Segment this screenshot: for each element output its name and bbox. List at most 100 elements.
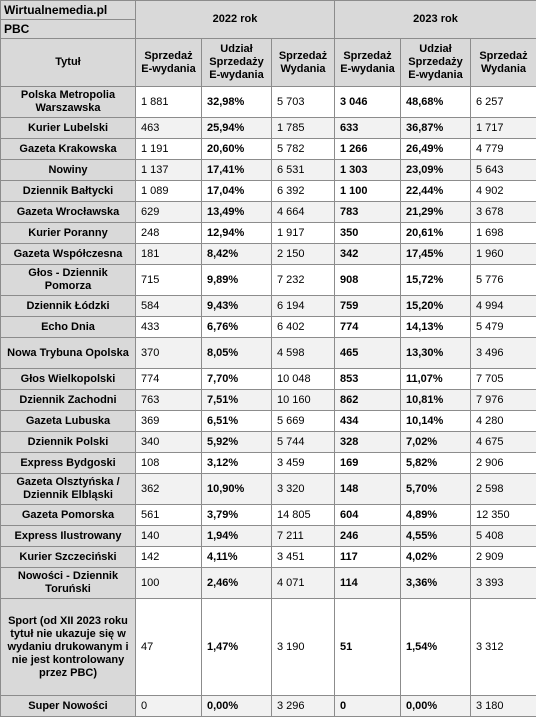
cell-e-sales-2022: 1 137: [136, 160, 202, 181]
cell-e-sales-2022: 340: [136, 432, 202, 453]
cell-e-sales-2023: 862: [335, 390, 401, 411]
cell-e-sales-2023: 0: [335, 696, 401, 717]
cell-e-sales-2023: 114: [335, 568, 401, 599]
cell-e-sales-2022: 561: [136, 505, 202, 526]
cell-e-sales-2023: 169: [335, 453, 401, 474]
cell-e-sales-2023: 633: [335, 118, 401, 139]
cell-print-sales-2023: 4 994: [471, 296, 536, 317]
cell-e-share-2023: 36,87%: [401, 118, 471, 139]
cell-e-sales-2022: 463: [136, 118, 202, 139]
brand-label: Wirtualnemedia.pl: [1, 1, 136, 20]
cell-e-sales-2023: 604: [335, 505, 401, 526]
cell-e-sales-2023: 3 046: [335, 87, 401, 118]
cell-e-share-2022: 4,11%: [202, 547, 272, 568]
cell-print-sales-2023: 4 675: [471, 432, 536, 453]
cell-e-share-2022: 1,94%: [202, 526, 272, 547]
row-title: Echo Dnia: [1, 317, 136, 338]
cell-e-share-2023: 26,49%: [401, 139, 471, 160]
cell-e-share-2022: 7,51%: [202, 390, 272, 411]
cell-e-share-2023: 7,02%: [401, 432, 471, 453]
column-header-print-sales-2023: Sprzedaż Wydania: [471, 39, 536, 87]
cell-print-sales-2022: 1 785: [272, 118, 335, 139]
cell-e-share-2023: 5,70%: [401, 474, 471, 505]
cell-e-share-2023: 22,44%: [401, 181, 471, 202]
cell-print-sales-2022: 6 402: [272, 317, 335, 338]
cell-print-sales-2023: 5 408: [471, 526, 536, 547]
cell-e-share-2022: 9,89%: [202, 265, 272, 296]
cell-print-sales-2023: 1 960: [471, 244, 536, 265]
cell-e-share-2022: 20,60%: [202, 139, 272, 160]
cell-print-sales-2023: 5 643: [471, 160, 536, 181]
cell-e-sales-2023: 342: [335, 244, 401, 265]
cell-e-sales-2022: 108: [136, 453, 202, 474]
cell-e-share-2022: 32,98%: [202, 87, 272, 118]
cell-e-share-2022: 6,76%: [202, 317, 272, 338]
row-title: Dziennik Zachodni: [1, 390, 136, 411]
cell-e-sales-2022: 629: [136, 202, 202, 223]
column-header-e-share-2022: Udział Sprzedaży E-wydania: [202, 39, 272, 87]
row-title: Kurier Szczeciński: [1, 547, 136, 568]
cell-e-share-2023: 14,13%: [401, 317, 471, 338]
cell-e-share-2023: 4,02%: [401, 547, 471, 568]
cell-e-sales-2022: 584: [136, 296, 202, 317]
cell-print-sales-2023: 1 698: [471, 223, 536, 244]
cell-e-sales-2022: 100: [136, 568, 202, 599]
cell-e-sales-2023: 434: [335, 411, 401, 432]
cell-e-share-2023: 4,89%: [401, 505, 471, 526]
cell-print-sales-2022: 3 459: [272, 453, 335, 474]
cell-e-sales-2022: 774: [136, 369, 202, 390]
cell-e-sales-2023: 51: [335, 599, 401, 696]
row-title: Gazeta Pomorska: [1, 505, 136, 526]
cell-print-sales-2023: 6 257: [471, 87, 536, 118]
cell-e-sales-2023: 1 100: [335, 181, 401, 202]
cell-e-share-2023: 10,14%: [401, 411, 471, 432]
cell-e-share-2022: 0,00%: [202, 696, 272, 717]
cell-e-share-2023: 1,54%: [401, 599, 471, 696]
cell-e-sales-2023: 328: [335, 432, 401, 453]
row-title: Kurier Poranny: [1, 223, 136, 244]
cell-e-share-2023: 10,81%: [401, 390, 471, 411]
cell-e-sales-2022: 369: [136, 411, 202, 432]
cell-e-sales-2023: 117: [335, 547, 401, 568]
cell-print-sales-2022: 3 190: [272, 599, 335, 696]
cell-e-share-2022: 13,49%: [202, 202, 272, 223]
cell-e-sales-2023: 1 266: [335, 139, 401, 160]
cell-e-sales-2022: 142: [136, 547, 202, 568]
cell-print-sales-2022: 4 071: [272, 568, 335, 599]
cell-e-share-2022: 17,41%: [202, 160, 272, 181]
year-2023-header: 2023 rok: [335, 1, 536, 39]
cell-e-share-2022: 9,43%: [202, 296, 272, 317]
row-title: Express Bydgoski: [1, 453, 136, 474]
row-title: Gazeta Lubuska: [1, 411, 136, 432]
cell-e-share-2023: 3,36%: [401, 568, 471, 599]
cell-e-sales-2023: 246: [335, 526, 401, 547]
cell-e-share-2022: 10,90%: [202, 474, 272, 505]
cell-print-sales-2022: 4 598: [272, 338, 335, 369]
cell-e-share-2022: 2,46%: [202, 568, 272, 599]
cell-e-share-2022: 5,92%: [202, 432, 272, 453]
cell-e-sales-2023: 1 303: [335, 160, 401, 181]
cell-e-share-2022: 3,12%: [202, 453, 272, 474]
cell-e-sales-2022: 1 881: [136, 87, 202, 118]
row-title: Polska Metropolia Warszawska: [1, 87, 136, 118]
row-title: Dziennik Łódzki: [1, 296, 136, 317]
cell-print-sales-2023: 7 705: [471, 369, 536, 390]
row-title: Kurier Lubelski: [1, 118, 136, 139]
cell-print-sales-2023: 3 496: [471, 338, 536, 369]
cell-print-sales-2023: 5 776: [471, 265, 536, 296]
cell-print-sales-2022: 5 669: [272, 411, 335, 432]
cell-print-sales-2023: 1 717: [471, 118, 536, 139]
column-header-e-sales-2022: Sprzedaż E-wydania: [136, 39, 202, 87]
cell-e-sales-2022: 370: [136, 338, 202, 369]
